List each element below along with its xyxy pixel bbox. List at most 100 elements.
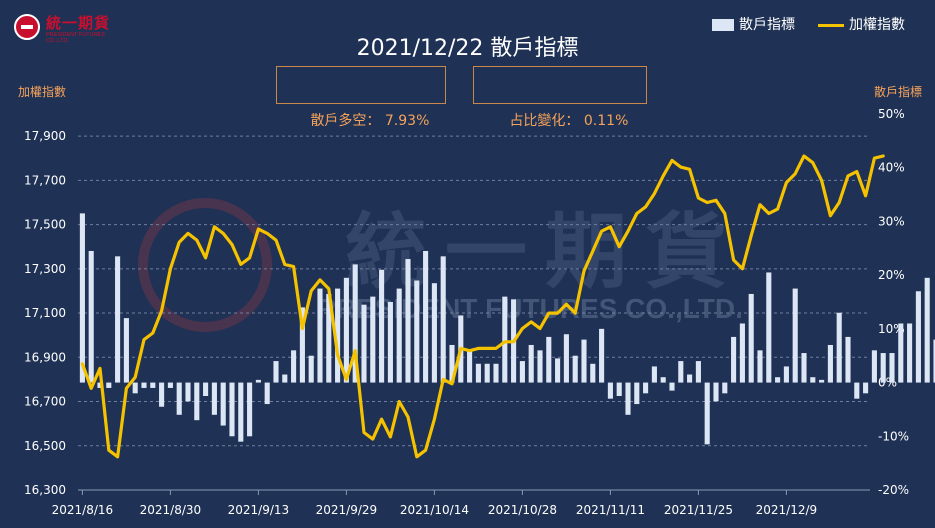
bar (194, 382, 200, 421)
bar (414, 280, 420, 383)
bar (528, 344, 534, 383)
bar (123, 318, 129, 383)
bar (493, 363, 499, 383)
bar (581, 339, 587, 383)
bar (810, 377, 816, 383)
bar (625, 382, 631, 415)
y-right-tick: -20% (878, 483, 909, 497)
bar (387, 302, 393, 383)
ratio-info-box: 占比變化： 0.11% (473, 66, 647, 129)
retail-info-box: 散戶多空： 7.93% (276, 66, 446, 129)
bar (845, 336, 851, 383)
bar (475, 363, 481, 383)
y-right-tick: 30% (878, 214, 905, 228)
bar (775, 377, 781, 383)
y-left-tick: 17,900 (24, 129, 66, 143)
bar (150, 382, 156, 388)
bar (115, 256, 121, 383)
x-tick-label: 2021/9/29 (316, 503, 378, 517)
logo-mark-icon (14, 14, 40, 40)
bar (704, 382, 710, 445)
x-tick-label: 2021/10/14 (400, 503, 469, 517)
legend-item-line: 加權指數 (818, 14, 905, 34)
left-axis-title: 加權指數 (18, 85, 67, 99)
bar (396, 288, 402, 383)
bar (599, 328, 605, 383)
bar (519, 361, 525, 383)
bar (141, 382, 147, 388)
logo-name: 統一期貨 (46, 14, 111, 32)
bar (255, 379, 261, 383)
bar (211, 382, 217, 415)
x-tick-label: 2021/9/13 (228, 503, 290, 517)
bar (863, 382, 869, 394)
bar (247, 382, 253, 437)
right-axis-title: 散戶指標 (874, 85, 923, 99)
bar (282, 374, 288, 383)
legend-bar-label: 散戶指標 (739, 17, 795, 33)
brand-logo: 統一期貨 PRESIDENT FUTURES CO.,LTD. (10, 10, 122, 44)
y-left-tick: 17,500 (24, 218, 66, 232)
bar (106, 382, 112, 388)
retail-value: 7.93% (384, 113, 430, 129)
bar (643, 382, 649, 394)
bar (440, 256, 446, 383)
x-tick-label: 2021/11/11 (576, 503, 645, 517)
bar (819, 379, 825, 383)
bar (731, 336, 737, 383)
bar (924, 277, 930, 383)
bar (739, 323, 745, 383)
bar (326, 293, 332, 383)
legend-item-bar: 散戶指標 (712, 14, 795, 34)
bar (695, 361, 701, 383)
x-tick-label: 2021/12/9 (756, 503, 818, 517)
y-right-tick: 20% (878, 268, 905, 282)
bar (792, 288, 798, 383)
bar (616, 382, 622, 396)
y-right-tick: 40% (878, 161, 905, 175)
bar (220, 382, 226, 426)
bar (660, 377, 666, 383)
watermark-logo-icon (138, 198, 272, 332)
bar (546, 336, 552, 383)
bar (343, 277, 349, 383)
bar (907, 323, 913, 383)
bar (889, 353, 895, 383)
y-left-tick: 17,700 (24, 173, 66, 187)
bar (317, 288, 323, 383)
ratio-value: 0.11% (583, 113, 629, 129)
x-tick-label: 2021/8/30 (140, 503, 202, 517)
y-left-tick: 16,300 (24, 483, 66, 497)
bar (132, 382, 138, 394)
bar (484, 363, 490, 383)
bar (854, 382, 860, 399)
y-left-tick: 17,300 (24, 262, 66, 276)
bar (651, 366, 657, 383)
chart-title: 2021/12/22 散戶指標 (356, 36, 579, 61)
bar (361, 304, 367, 383)
bar (167, 382, 173, 388)
bar (757, 350, 763, 383)
x-tick-label: 2021/8/16 (52, 503, 114, 517)
bar (264, 382, 270, 405)
bar (713, 382, 719, 402)
y-right-tick: 50% (878, 107, 905, 121)
bar (229, 382, 235, 437)
bar (352, 264, 358, 383)
bar-swatch-icon (712, 19, 734, 31)
y-right-tick: -10% (878, 429, 909, 443)
bar (379, 269, 385, 383)
bar (590, 363, 596, 383)
bar (871, 350, 877, 383)
bar (238, 382, 244, 442)
bar (836, 312, 842, 383)
bar (827, 344, 833, 383)
bar (308, 355, 314, 383)
x-tick-label: 2021/11/25 (664, 503, 733, 517)
retail-label: 散戶多空： (310, 113, 381, 129)
y-left-tick: 17,100 (24, 306, 66, 320)
bar (748, 293, 754, 383)
bar (299, 307, 305, 383)
